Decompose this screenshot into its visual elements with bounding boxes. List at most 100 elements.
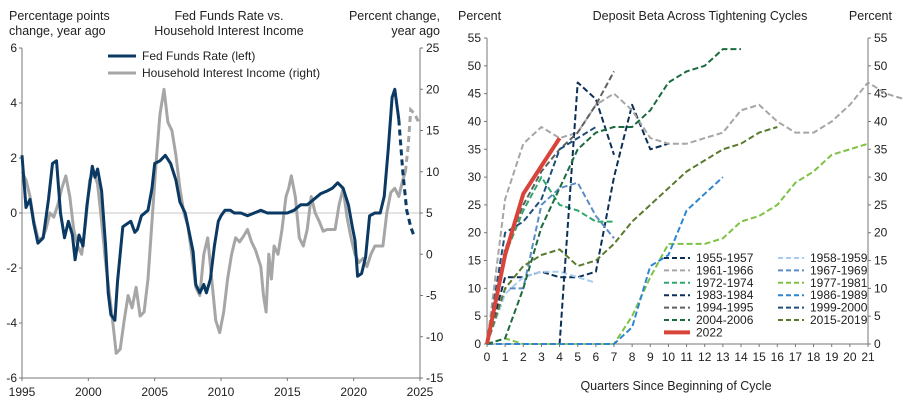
left-axis-tick-label: -4 <box>6 316 17 330</box>
x-axis-tick-label: 0 <box>484 350 491 364</box>
right-chart-title: Deposit Beta Across Tightening Cycles <box>593 9 808 23</box>
left-chart-ylabel-line2: change, year ago <box>9 24 106 38</box>
right-chart-xlabel: Quarters Since Beginning of Cycle <box>580 379 771 393</box>
x-axis-tick-label: 5 <box>574 350 581 364</box>
right-chart-right-ylabel: Percent <box>849 9 893 23</box>
legend-label: 1958-1959 <box>810 251 868 265</box>
legend-label: Household Interest Income (right) <box>142 66 320 80</box>
left-chart-right-ylabel-line2: year ago <box>391 24 440 38</box>
right-axis-tick-label: -5 <box>426 289 437 303</box>
series-forecast-fed-funds <box>397 119 417 239</box>
legend-label: 1977-1981 <box>810 276 868 290</box>
series-forecast-household-income <box>403 106 421 172</box>
x-axis-tick-label: 16 <box>771 350 785 364</box>
left-axis-tick-label: -6 <box>6 371 17 385</box>
y-axis-tick-label-left: 30 <box>468 170 482 184</box>
y-axis-tick-label-right: 15 <box>874 254 888 268</box>
legend-label: 2022 <box>696 325 723 339</box>
right-axis-tick-label: -15 <box>426 371 444 385</box>
x-axis-tick-label: 2015 <box>274 385 301 399</box>
series-line-1972-1974 <box>486 176 614 345</box>
y-axis-tick-label-right: 35 <box>874 142 888 156</box>
x-axis-tick-label: 6 <box>593 350 600 364</box>
x-axis-tick-label: 12 <box>698 350 712 364</box>
series-line-household-income <box>20 87 407 355</box>
x-axis-tick-label: 21 <box>861 350 875 364</box>
legend-label: 1983-1984 <box>696 288 754 302</box>
left-axis-tick-label: 6 <box>10 41 17 55</box>
y-axis-tick-label-left: 0 <box>474 337 481 351</box>
x-axis-tick-label: 11 <box>680 350 693 364</box>
y-axis-tick-label-left: 40 <box>468 114 482 128</box>
series-line-2022 <box>485 137 562 345</box>
y-axis-tick-label-left: 45 <box>468 87 482 101</box>
y-axis-tick-label-right: 20 <box>874 226 888 240</box>
y-axis-tick-label-left: 55 <box>468 31 482 45</box>
right-axis-tick-label: 20 <box>426 82 440 96</box>
series-line-1986-1989 <box>487 176 724 345</box>
y-axis-tick-label-left: 5 <box>474 309 481 323</box>
right-chart-left-ylabel: Percent <box>458 9 502 23</box>
left-chart-title-line2: Household Interest Income <box>154 24 303 38</box>
legend-label: 1967-1969 <box>810 263 868 277</box>
series-line-fed-funds <box>20 87 401 322</box>
y-axis-tick-label-right: 30 <box>874 170 888 184</box>
y-axis-tick-label-left: 10 <box>468 281 482 295</box>
legend-label: Fed Funds Rate (left) <box>142 49 255 63</box>
y-axis-tick-label-right: 10 <box>874 281 888 295</box>
left-chart-title: Fed Funds Rate vs. <box>174 9 283 23</box>
y-axis-tick-label-right: 55 <box>874 31 888 45</box>
y-axis-tick-label-right: 50 <box>874 59 888 73</box>
legend-label: 1961-1966 <box>696 263 754 277</box>
left-axis-tick-label: 4 <box>10 96 17 110</box>
x-axis-tick-label: 1 <box>502 350 509 364</box>
left-axis-tick-label: -2 <box>6 261 17 275</box>
right-axis-tick-label: 10 <box>426 165 440 179</box>
legend-label: 1972-1974 <box>696 276 754 290</box>
x-axis-tick-label: 8 <box>629 350 636 364</box>
left-chart-ylabel-line1: Percentage points <box>9 9 110 23</box>
y-axis-tick-label-right: 40 <box>874 114 888 128</box>
y-axis-tick-label-left: 50 <box>468 59 482 73</box>
x-axis-tick-label: 2005 <box>141 385 168 399</box>
x-axis-tick-label: 17 <box>789 350 803 364</box>
x-axis-tick-label: 3 <box>538 350 545 364</box>
x-axis-tick-label: 13 <box>716 350 730 364</box>
left-chart-right-ylabel-line1: Percent change, <box>349 9 440 23</box>
x-axis-tick-label: 15 <box>752 350 766 364</box>
x-axis-tick-label: 2000 <box>75 385 102 399</box>
series-line-1999-2000 <box>486 126 597 345</box>
x-axis-tick-label: 1995 <box>9 385 36 399</box>
x-axis-tick-label: 7 <box>611 350 618 364</box>
right-axis-tick-label: 25 <box>426 41 440 55</box>
series-line-1961-1966 <box>486 81 903 345</box>
legend-label: 1986-1989 <box>810 288 868 302</box>
left-axis-tick-label: 2 <box>10 151 17 165</box>
series-line-2004-2006 <box>486 48 741 345</box>
x-axis-tick-label: 18 <box>807 350 821 364</box>
legend-label: 1994-1995 <box>696 301 754 315</box>
right-axis-tick-label: 5 <box>426 206 433 220</box>
y-axis-tick-label-left: 25 <box>468 198 482 212</box>
x-axis-tick-label: 14 <box>734 350 748 364</box>
x-axis-tick-label: 2025 <box>407 385 434 399</box>
x-axis-tick-label: 10 <box>662 350 676 364</box>
series-line-2015-2019 <box>486 126 778 345</box>
x-axis-tick-label: 19 <box>825 350 839 364</box>
y-axis-tick-label-right: 0 <box>874 337 881 351</box>
series-line-1983-1984 <box>487 81 615 345</box>
x-axis-tick-label: 4 <box>556 350 563 364</box>
y-axis-tick-label-left: 20 <box>468 226 482 240</box>
y-axis-tick-label-left: 35 <box>468 142 482 156</box>
y-axis-tick-label-right: 45 <box>874 87 888 101</box>
series-line-1967-1969 <box>486 181 615 345</box>
x-axis-tick-label: 9 <box>647 350 654 364</box>
right-axis-tick-label: 15 <box>426 124 440 138</box>
series-line-1955-1957 <box>486 103 669 345</box>
right-axis-tick-label: 0 <box>426 247 433 261</box>
legend-label: 2004-2006 <box>696 313 754 327</box>
left-axis-tick-label: 0 <box>10 206 17 220</box>
